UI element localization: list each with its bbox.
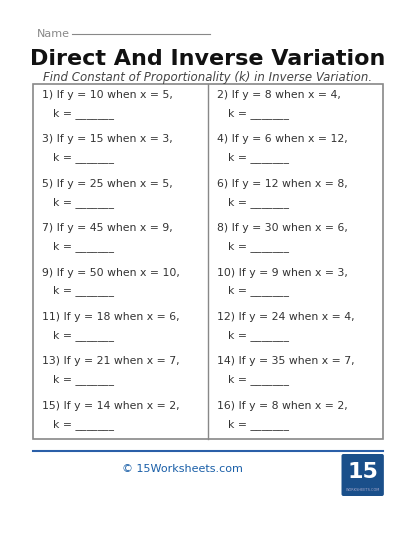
Text: k = _______: k = _______ [228,241,289,252]
Text: 14) If y = 35 when x = 7,: 14) If y = 35 when x = 7, [217,356,355,366]
Text: 15: 15 [347,462,378,482]
Text: k = _______: k = _______ [53,419,114,430]
Text: k = _______: k = _______ [228,197,289,208]
Text: 12) If y = 24 when x = 4,: 12) If y = 24 when x = 4, [217,312,355,322]
Text: k = _______: k = _______ [53,374,114,385]
Text: k = _______: k = _______ [53,241,114,252]
Text: 15) If y = 14 when x = 2,: 15) If y = 14 when x = 2, [42,400,180,411]
Text: Name: Name [37,29,70,39]
Text: 2) If y = 8 when x = 4,: 2) If y = 8 when x = 4, [217,90,341,100]
Text: k = _______: k = _______ [228,419,289,430]
Text: 4) If y = 6 when x = 12,: 4) If y = 6 when x = 12, [217,134,348,144]
Text: 1) If y = 10 when x = 5,: 1) If y = 10 when x = 5, [42,90,173,100]
Text: 8) If y = 30 when x = 6,: 8) If y = 30 when x = 6, [217,223,348,233]
Text: 6) If y = 12 when x = 8,: 6) If y = 12 when x = 8, [217,179,348,189]
Text: k = _______: k = _______ [53,330,114,341]
FancyBboxPatch shape [342,454,384,496]
Text: WORKSHEETS.COM: WORKSHEETS.COM [346,488,380,492]
Text: 11) If y = 18 when x = 6,: 11) If y = 18 when x = 6, [42,312,180,322]
Text: Direct And Inverse Variation: Direct And Inverse Variation [30,49,386,69]
Text: 5) If y = 25 when x = 5,: 5) If y = 25 when x = 5, [42,179,173,189]
Text: k = _______: k = _______ [53,286,114,296]
Text: k = _______: k = _______ [228,286,289,296]
Text: 3) If y = 15 when x = 3,: 3) If y = 15 when x = 3, [42,134,173,144]
FancyBboxPatch shape [33,84,383,439]
Text: k = _______: k = _______ [228,108,289,119]
Text: © 15Worksheets.com: © 15Worksheets.com [122,464,243,474]
Text: 9) If y = 50 when x = 10,: 9) If y = 50 when x = 10, [42,267,180,278]
Text: 13) If y = 21 when x = 7,: 13) If y = 21 when x = 7, [42,356,180,366]
Text: 7) If y = 45 when x = 9,: 7) If y = 45 when x = 9, [42,223,173,233]
Text: Find Constant of Proportionality (k) in Inverse Variation.: Find Constant of Proportionality (k) in … [43,71,373,84]
Text: k = _______: k = _______ [228,330,289,341]
Text: k = _______: k = _______ [53,153,114,163]
Text: 16) If y = 8 when x = 2,: 16) If y = 8 when x = 2, [217,400,348,411]
Text: k = _______: k = _______ [53,108,114,119]
Text: k = _______: k = _______ [53,197,114,208]
Text: k = _______: k = _______ [228,153,289,163]
Text: 10) If y = 9 when x = 3,: 10) If y = 9 when x = 3, [217,267,348,278]
Text: k = _______: k = _______ [228,374,289,385]
